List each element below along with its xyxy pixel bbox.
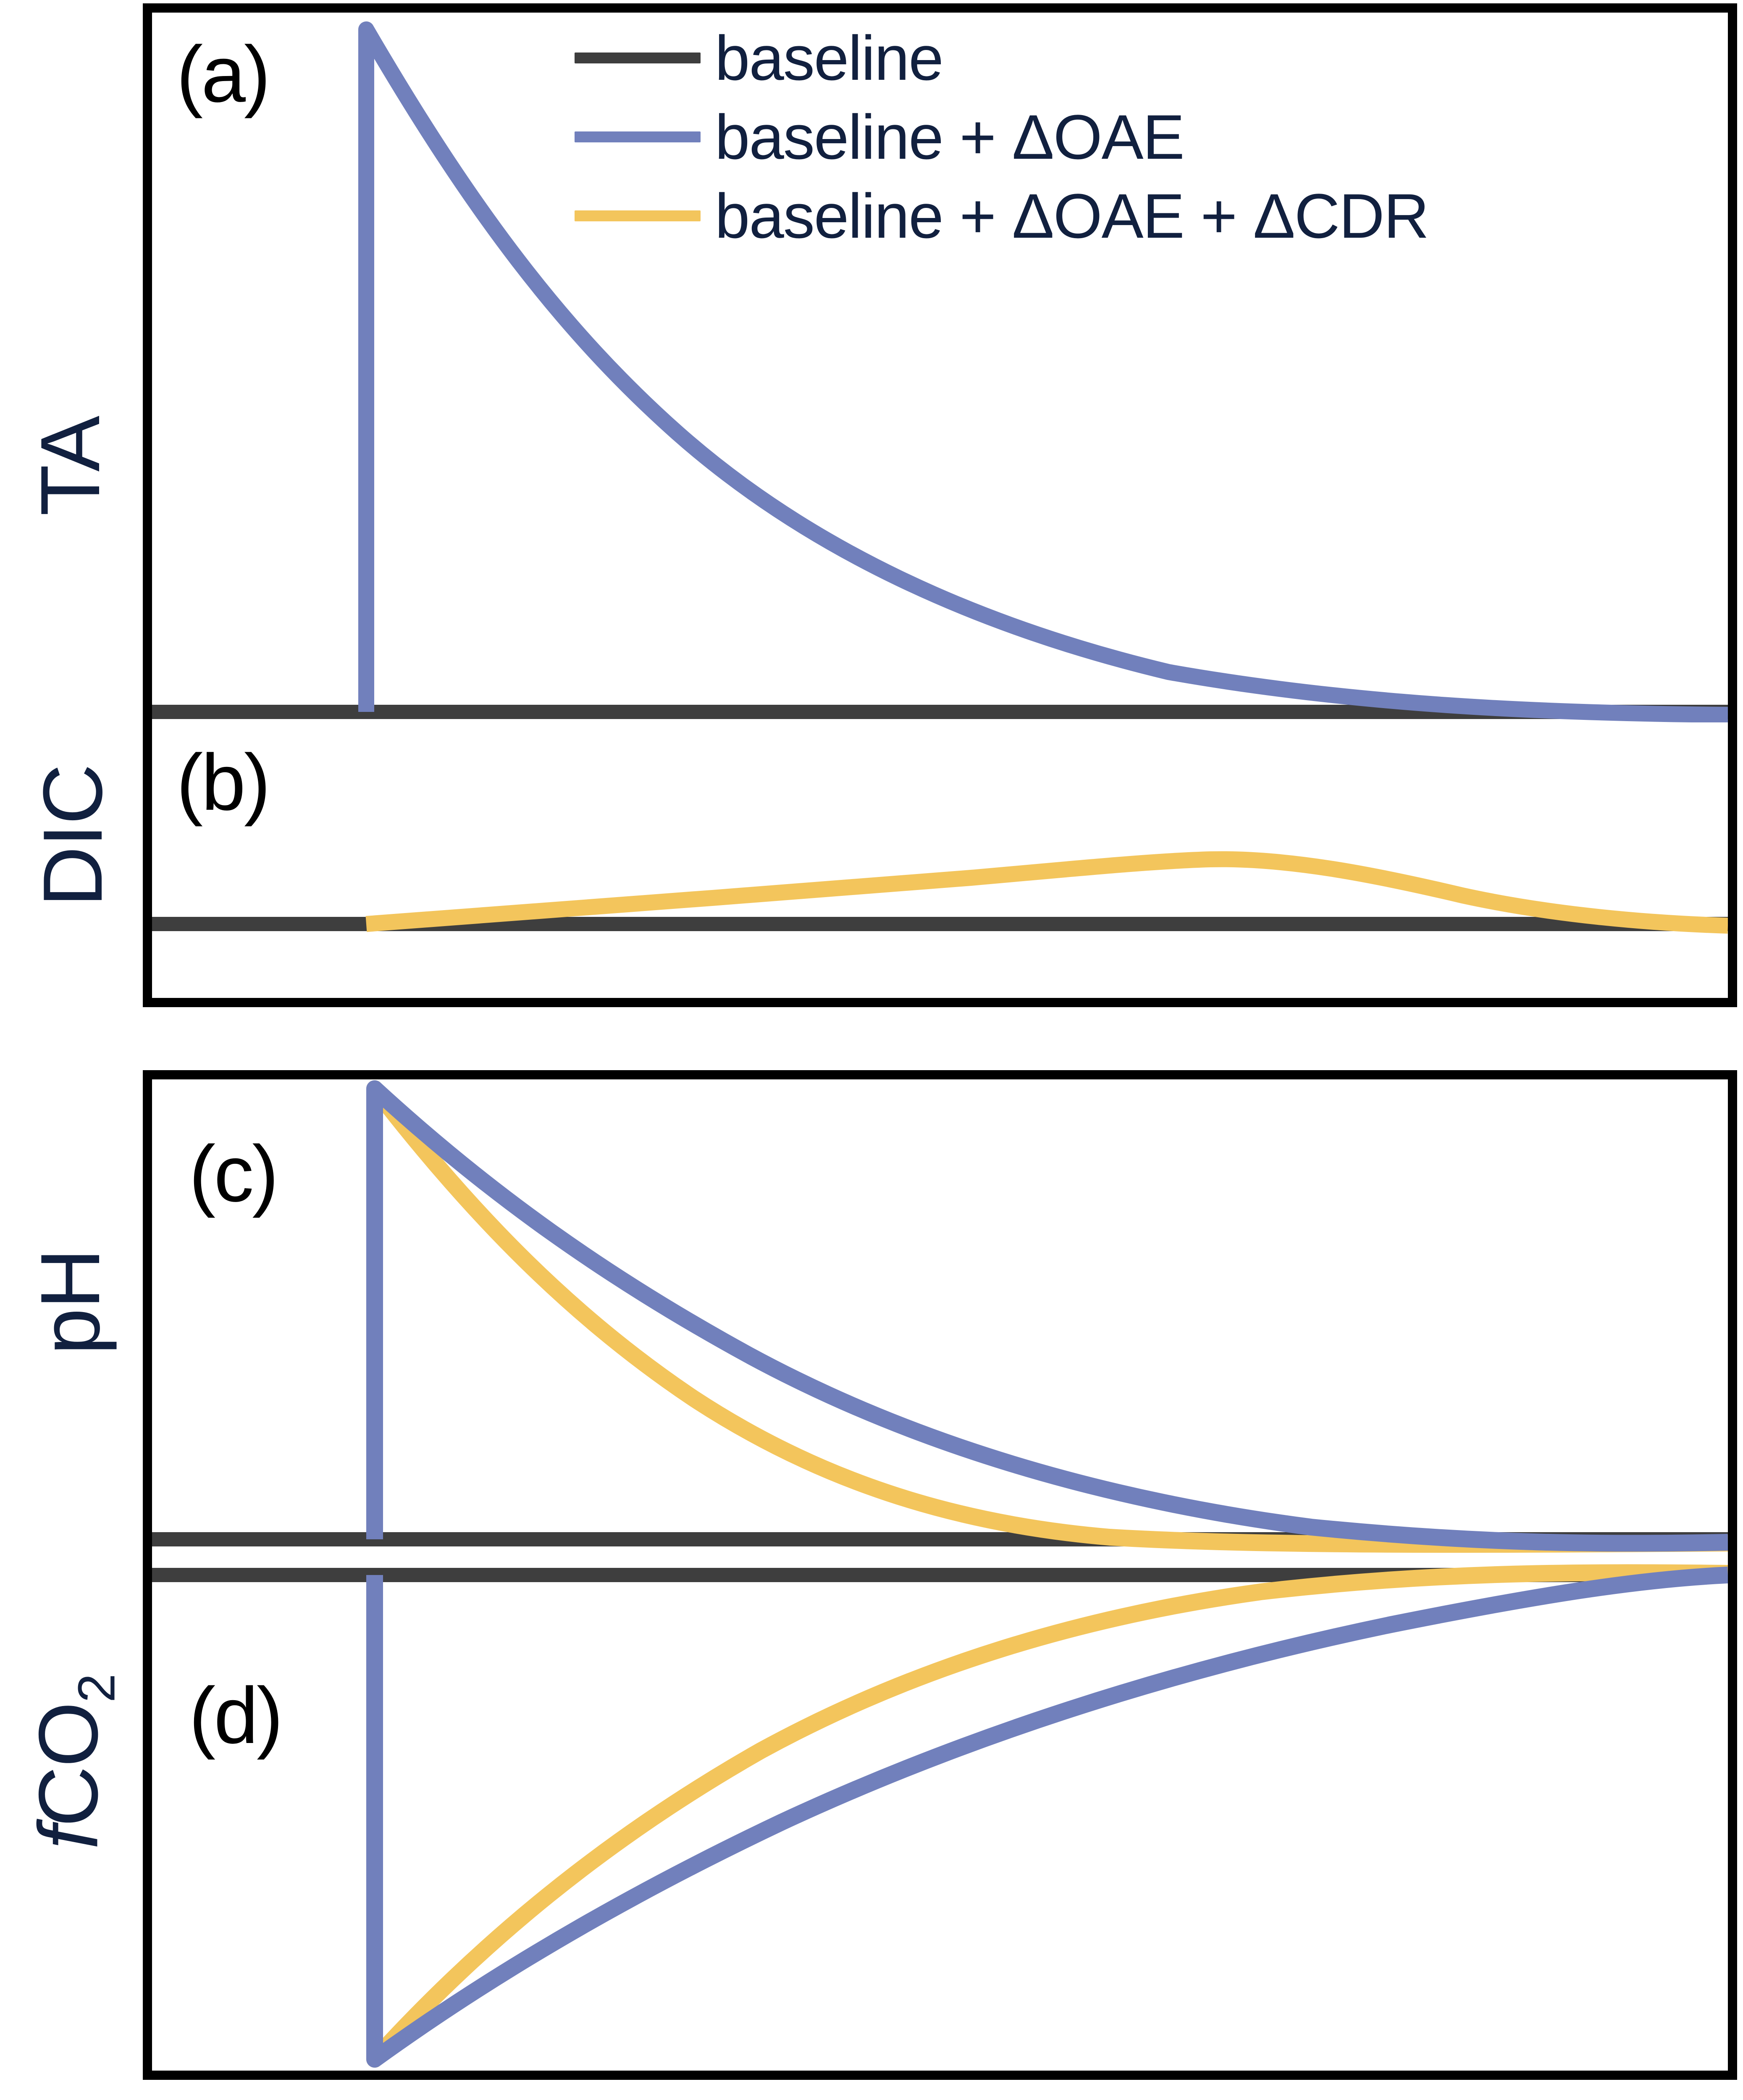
panel-letter-d-text: (d) bbox=[189, 1671, 283, 1760]
panel-group-top bbox=[143, 3, 1737, 1007]
axis-label-fco2-prefix: f bbox=[21, 1827, 116, 1850]
legend-label-oae-cdr: baseline + ΔOAE + ΔCDR bbox=[715, 181, 1429, 251]
legend-item-oae[interactable]: baseline + ΔOAE bbox=[575, 102, 1428, 172]
legend-item-baseline[interactable]: baseline bbox=[575, 23, 1428, 93]
panel-letter-b-text: (b) bbox=[176, 738, 270, 827]
panel-letter-c: (c) bbox=[189, 1134, 279, 1214]
series-oae-a bbox=[358, 21, 1728, 722]
axis-label-dic: DIC bbox=[26, 685, 120, 987]
series-oae-cdr-d bbox=[366, 1564, 1728, 2068]
plot-panel-c bbox=[152, 1080, 1728, 1553]
series-oae-d bbox=[366, 1567, 1728, 2068]
series-oae-cdr-b bbox=[365, 851, 1728, 934]
axis-label-ta: TA bbox=[24, 349, 117, 584]
axis-label-fco2-sub: 2 bbox=[68, 1674, 126, 1703]
axis-label-dic-text: DIC bbox=[26, 764, 120, 907]
axis-label-fco2: fCO2 bbox=[22, 1615, 126, 1909]
plot-panel-a bbox=[152, 21, 1728, 722]
plot-panel-d bbox=[152, 1564, 1728, 2068]
legend-swatch-baseline bbox=[575, 52, 701, 63]
legend-label-oae: baseline + ΔOAE bbox=[715, 102, 1185, 172]
panel-letter-a-text: (a) bbox=[176, 30, 270, 119]
legend-swatch-oae bbox=[575, 131, 701, 142]
axis-label-ph: pH bbox=[24, 1184, 117, 1420]
panel-letter-b: (b) bbox=[176, 743, 270, 822]
legend-label-baseline: baseline bbox=[715, 23, 944, 93]
plot-panel-b bbox=[152, 851, 1728, 934]
axis-label-fco2-main: CO bbox=[21, 1702, 116, 1827]
legend-swatch-oae-cdr bbox=[575, 210, 701, 221]
legend: baseline baseline + ΔOAE baseline + ΔOAE… bbox=[575, 23, 1429, 251]
axis-label-ph-text: pH bbox=[24, 1249, 117, 1355]
panel-letter-d: (d) bbox=[189, 1676, 283, 1756]
series-oae-c bbox=[366, 1080, 1728, 1552]
axis-label-ta-text: TA bbox=[24, 416, 117, 516]
panel-letter-a: (a) bbox=[176, 34, 270, 114]
panel-letter-c-text: (c) bbox=[189, 1129, 279, 1218]
legend-item-oae-cdr[interactable]: baseline + ΔOAE + ΔCDR bbox=[575, 181, 1429, 251]
